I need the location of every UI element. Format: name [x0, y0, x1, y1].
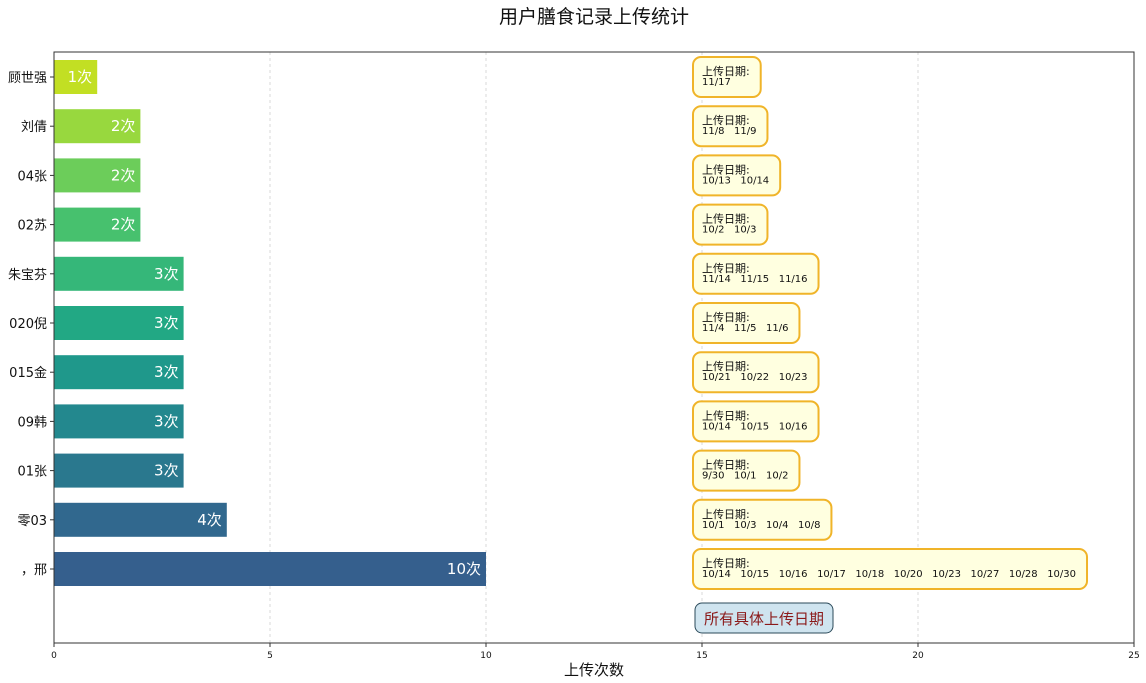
y-tick-label: 顾世强 [8, 71, 47, 86]
date-box-dates: 10/13 10/14 [702, 175, 769, 186]
date-box-heading: 上传日期: [702, 213, 750, 226]
date-box-dates: 10/2 10/3 [702, 225, 756, 236]
bar-value-label: 2次 [111, 216, 136, 234]
date-box-heading: 上传日期: [702, 459, 750, 472]
bars: 1次 2次 2次 2次 3次 3次 3次 3次 3次 4次 10次 [54, 60, 486, 586]
date-box-frame [692, 548, 1089, 590]
y-tick-label: 01张 [17, 465, 47, 480]
grid-lines [269, 52, 919, 643]
bar [54, 404, 184, 439]
date-box-dates: 10/14 10/15 10/16 10/17 10/18 10/20 10/2… [702, 569, 1076, 580]
date-box-frame [692, 351, 820, 394]
y-tick-label: 020倪 [9, 317, 47, 332]
y-tick-label: 零03 [17, 514, 47, 529]
date-box-frame [692, 105, 769, 148]
date-box-frame [692, 302, 801, 344]
date-box: 上传日期:10/1 10/3 10/4 10/8 [692, 498, 833, 541]
bar [54, 207, 141, 242]
date-box-heading: 上传日期: [702, 311, 750, 324]
y-tick-label: ，邢 [21, 563, 47, 578]
bar [54, 355, 184, 390]
date-box: 上传日期:11/14 11/15 11/16 [692, 252, 820, 295]
date-box: 上传日期:10/13 10/14 [692, 154, 782, 197]
date-box: 上传日期:9/30 10/1 10/2 [692, 449, 801, 492]
y-tick-label: 015金 [9, 365, 47, 381]
date-box-frame [692, 449, 801, 492]
x-axis: 0 5 10 15 20 25 [51, 643, 1140, 661]
date-box-frame [692, 203, 769, 246]
bar-value-label: 3次 [154, 363, 179, 381]
date-box-dates: 11/17 [702, 77, 731, 88]
date-box: 上传日期:10/2 10/3 [692, 203, 769, 246]
bar-value-label: 4次 [197, 511, 222, 529]
date-box: 上传日期:11/8 11/9 [692, 105, 769, 148]
date-box: 上传日期:11/4 11/5 11/6 [692, 302, 801, 344]
bar-value-label: 2次 [111, 117, 136, 135]
y-tick-label: 朱宝芬 [8, 268, 47, 283]
date-box-heading: 上传日期: [702, 508, 750, 521]
bar-value-label: 3次 [154, 412, 179, 430]
bar-value-label: 10次 [447, 560, 481, 578]
date-box-frame [692, 498, 833, 541]
plot-frame [53, 51, 1135, 644]
x-tick-label: 10 [480, 651, 492, 661]
bar-value-label: 2次 [111, 166, 136, 184]
x-tick-label: 25 [1128, 651, 1139, 661]
date-box-frame [692, 400, 820, 443]
date-box-dates: 10/21 10/22 10/23 [702, 372, 808, 383]
date-box-heading: 上传日期: [702, 65, 750, 78]
bar [54, 60, 98, 94]
date-box-heading: 上传日期: [702, 163, 750, 176]
summary-label: 所有具体上传日期 [704, 610, 824, 628]
date-box-heading: 上传日期: [702, 360, 750, 373]
bar [54, 502, 227, 537]
date-box-frame [692, 252, 820, 295]
bar-value-label: 3次 [154, 462, 179, 480]
bar-value-label: 1次 [68, 68, 93, 86]
date-box-dates: 11/14 11/15 11/16 [702, 274, 808, 285]
bar [54, 158, 141, 193]
x-tick-label: 20 [912, 651, 924, 661]
date-box-dates: 11/8 11/9 [702, 126, 756, 137]
x-tick-label: 0 [51, 651, 57, 661]
date-box-heading: 上传日期: [702, 409, 750, 422]
date-box: 上传日期:10/21 10/22 10/23 [692, 351, 820, 394]
bar-value-label: 3次 [154, 265, 179, 283]
bar [54, 256, 184, 291]
date-box-heading: 上传日期: [702, 557, 750, 570]
date-box: 上传日期:10/14 10/15 10/16 [692, 400, 820, 443]
date-box-frame [692, 56, 762, 98]
date-box-heading: 上传日期: [702, 114, 750, 127]
bar [54, 306, 184, 340]
x-tick-label: 5 [267, 651, 273, 661]
y-tick-label: 04张 [17, 169, 47, 184]
bar [54, 552, 486, 586]
x-tick-label: 15 [696, 651, 707, 661]
date-box-frame [692, 154, 782, 197]
x-axis-label: 上传次数 [564, 661, 624, 679]
bar-value-label: 3次 [154, 314, 179, 332]
date-box-dates: 9/30 10/1 10/2 [702, 471, 788, 482]
date-box-heading: 上传日期: [702, 262, 750, 275]
date-box-dates: 10/1 10/3 10/4 10/8 [702, 520, 820, 531]
date-box-dates: 10/14 10/15 10/16 [702, 421, 808, 432]
date-box: 上传日期:10/14 10/15 10/16 10/17 10/18 10/20… [692, 548, 1089, 590]
date-box: 上传日期:11/17 [692, 56, 762, 98]
summary-box-frame [694, 602, 834, 634]
date-box-dates: 11/4 11/5 11/6 [702, 323, 788, 334]
y-tick-label: 02苏 [17, 218, 47, 234]
chart-title: 用户膳食记录上传统计 [499, 6, 689, 28]
summary-box: 所有具体上传日期 [694, 602, 834, 634]
bar [54, 453, 184, 488]
bar [54, 109, 141, 144]
y-tick-label: 09韩 [17, 415, 47, 430]
y-tick-label: 刘倩 [21, 120, 47, 135]
